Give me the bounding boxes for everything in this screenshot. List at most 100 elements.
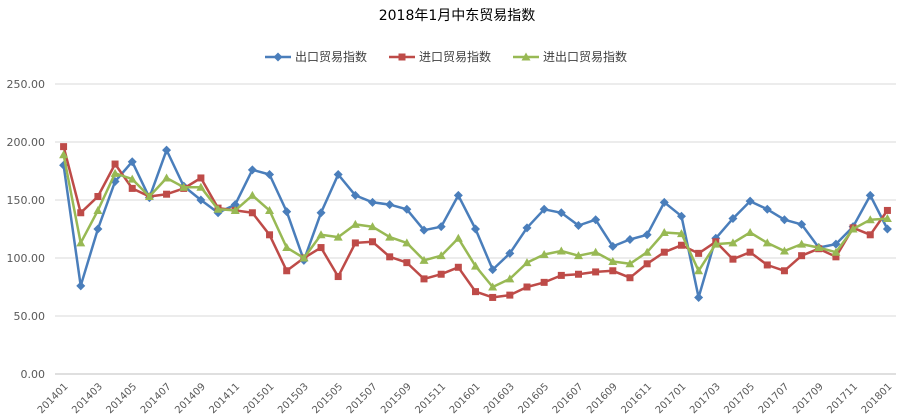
data-point (398, 53, 406, 61)
data-point (230, 205, 240, 214)
data-point (659, 197, 669, 207)
data-point (247, 190, 257, 199)
y-tick-label: 250.00 (7, 78, 46, 91)
x-tick-label: 201505 (310, 381, 345, 416)
data-point (831, 247, 841, 256)
data-point (797, 239, 807, 248)
data-point (386, 253, 394, 261)
x-tick-label: 201411 (208, 381, 243, 416)
x-tick-label: 201701 (654, 381, 689, 416)
data-point (247, 165, 257, 175)
series-line (62, 148, 889, 299)
x-tick-label: 201403 (70, 381, 105, 416)
data-point (865, 215, 875, 224)
data-point (472, 288, 479, 296)
data-point (729, 255, 737, 263)
x-tick-label: 201609 (585, 381, 620, 416)
data-point (831, 239, 841, 249)
x-tick-label: 201709 (791, 381, 826, 416)
data-point (745, 196, 755, 206)
data-point (273, 52, 283, 62)
x-tick-label: 201603 (482, 381, 517, 416)
y-tick-label: 50.00 (14, 310, 46, 323)
data-point (299, 253, 309, 262)
data-point (197, 174, 205, 182)
data-point (609, 267, 617, 275)
x-axis-ticks: 201401 201403 201405 201407 201409 201411 2015… (36, 381, 895, 416)
data-point (333, 232, 343, 241)
x-tick-label: 201605 (516, 381, 551, 416)
legend-item: 进出口贸易指数 (513, 49, 627, 64)
data-point (866, 231, 874, 239)
data-point (76, 281, 86, 291)
data-point (162, 173, 172, 182)
series-1 (59, 145, 892, 302)
legend-label: 进出口贸易指数 (543, 49, 627, 64)
x-tick-label: 201503 (276, 381, 311, 416)
series-3 (59, 150, 892, 291)
data-point (625, 234, 635, 244)
data-point (403, 259, 411, 267)
data-point (797, 219, 807, 229)
data-point (436, 251, 446, 260)
data-point (643, 260, 651, 268)
data-point (369, 238, 377, 246)
y-axis-ticks: 0.00 50.00 100.00 150.00 200.00 250.00 (7, 78, 46, 381)
data-point (557, 271, 565, 279)
data-point (248, 209, 256, 217)
data-point (745, 227, 755, 236)
data-point (334, 273, 342, 281)
y-tick-label: 0.00 (21, 368, 46, 381)
data-point (540, 278, 548, 286)
data-point (882, 214, 892, 223)
data-point (848, 224, 858, 233)
x-tick-label: 201509 (379, 381, 414, 416)
data-point (453, 190, 463, 200)
data-point (419, 255, 429, 264)
data-point (110, 168, 120, 177)
data-point (420, 275, 428, 283)
data-point (316, 208, 326, 218)
legend-item: 出口贸易指数 (265, 49, 367, 64)
data-point (163, 190, 171, 198)
legend: 出口贸易指数 进口贸易指数 进出口贸易指数 (265, 49, 627, 64)
x-tick-label: 201601 (448, 381, 483, 416)
x-tick-label: 201405 (105, 381, 140, 416)
data-point (162, 145, 172, 155)
data-point (111, 160, 119, 168)
data-point (316, 230, 326, 239)
x-tick-label: 201711 (825, 381, 860, 416)
data-point (660, 248, 668, 256)
data-point (213, 204, 223, 213)
data-point (832, 253, 840, 261)
data-point (488, 282, 498, 291)
data-point (521, 52, 531, 61)
data-point (196, 195, 206, 205)
data-point (814, 243, 824, 252)
data-point (505, 248, 515, 258)
data-point (642, 230, 652, 240)
y-tick-label: 150.00 (7, 194, 46, 207)
data-point (592, 268, 600, 276)
data-point (522, 258, 532, 267)
data-point (144, 192, 154, 201)
data-point (333, 169, 343, 179)
data-point (746, 248, 754, 256)
data-point (556, 246, 566, 255)
data-point (266, 231, 274, 239)
y-tick-label: 100.00 (7, 252, 46, 265)
data-point (283, 267, 291, 275)
data-point (471, 261, 480, 270)
data-point (676, 229, 686, 238)
data-point (77, 209, 85, 217)
data-point (728, 238, 738, 247)
data-point (626, 274, 634, 282)
data-point (127, 174, 137, 183)
data-point (317, 244, 325, 252)
data-point (350, 219, 360, 228)
x-tick-label: 201511 (413, 381, 448, 416)
data-point (505, 274, 515, 283)
data-point (127, 157, 137, 167)
data-point (196, 182, 206, 191)
